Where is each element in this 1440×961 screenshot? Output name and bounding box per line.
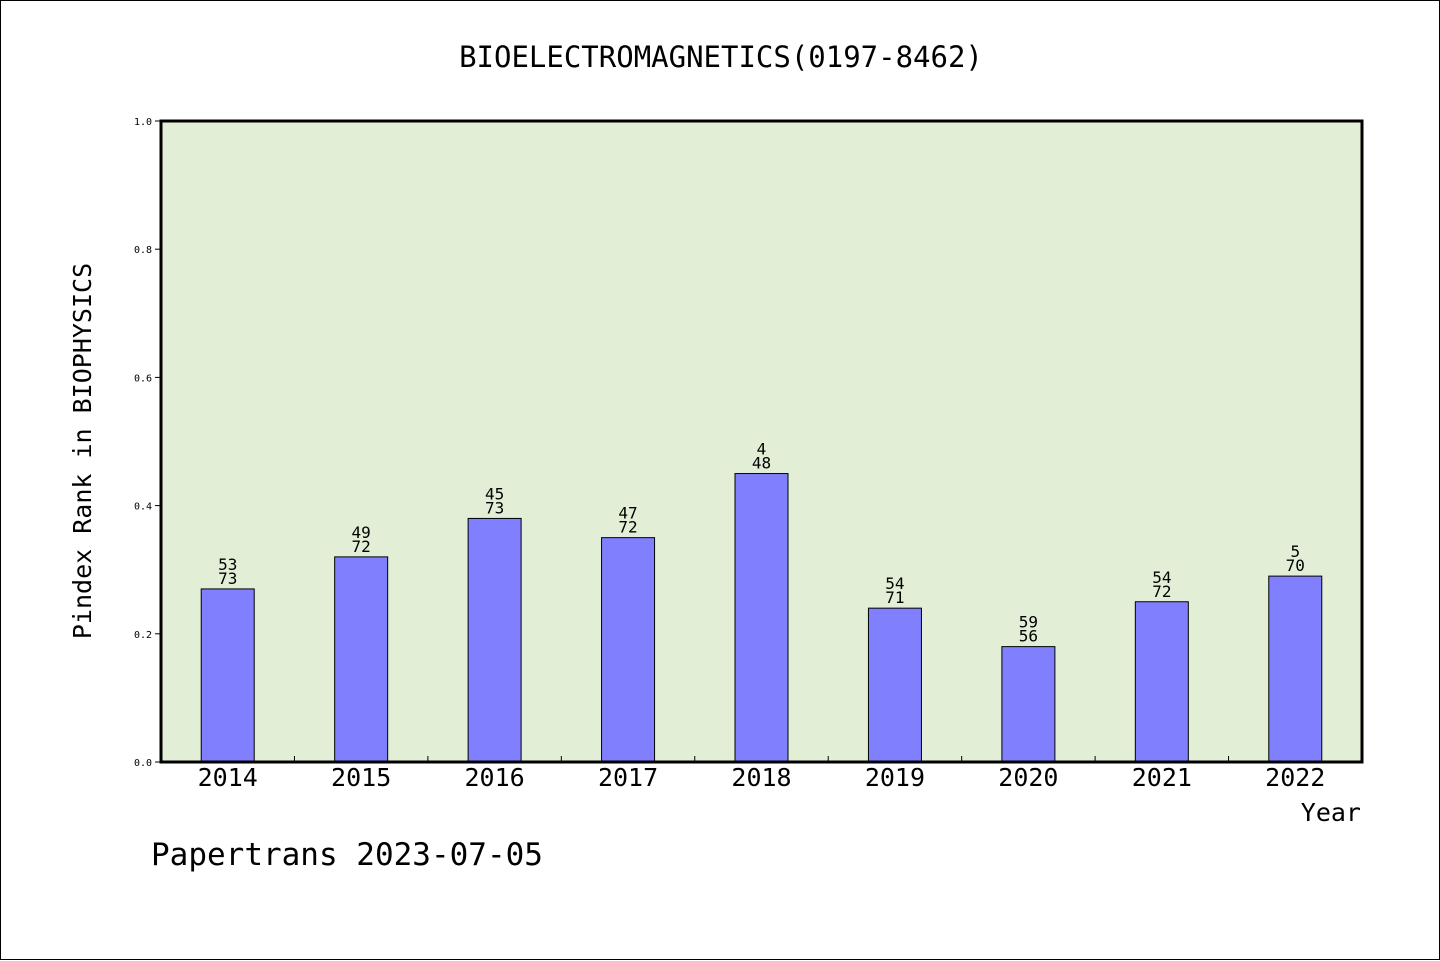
bar-label-top: 54 xyxy=(1152,568,1171,587)
x-tick-label: 2017 xyxy=(598,763,658,792)
y-axis-label: Pindex Rank in BIOPHYSICS xyxy=(68,263,97,639)
y-axis-ticks: 0.0 0.2 0.4 0.6 0.8 1.0 xyxy=(134,117,161,769)
bar xyxy=(1001,646,1056,763)
bar-label-bottom: 72 xyxy=(352,537,371,556)
bar-label-top: 53 xyxy=(218,555,237,574)
bar xyxy=(200,588,255,763)
bar-label-bottom: 56 xyxy=(1019,627,1038,646)
y-tick-label: 1.0 xyxy=(134,117,152,128)
bar-label-top: 5 xyxy=(1290,542,1300,561)
bars xyxy=(200,473,1323,763)
bar-label-bottom: 71 xyxy=(885,588,904,607)
plot-border xyxy=(159,119,1364,764)
x-tick-label: 2022 xyxy=(1265,763,1325,792)
x-tick-label: 2014 xyxy=(198,763,258,792)
bar-label-top: 45 xyxy=(485,484,504,503)
bar-label-bottom: 72 xyxy=(618,518,637,537)
x-tick-label: 2020 xyxy=(998,763,1058,792)
footer-watermark-text: Papertrans 2023-07-05 xyxy=(151,837,543,873)
bar xyxy=(1134,601,1189,763)
bar-label-bottom: 73 xyxy=(218,569,237,588)
chart-title: BIOELECTROMAGNETICS(0197-8462) xyxy=(459,40,983,74)
x-tick-label: 2018 xyxy=(731,763,791,792)
x-tick-label: 2016 xyxy=(465,763,525,792)
bar xyxy=(1268,575,1323,763)
bar-label-bottom: 73 xyxy=(485,498,504,517)
bar-label-bottom: 70 xyxy=(1286,556,1305,575)
bar xyxy=(334,556,389,763)
x-axis-label: Year xyxy=(1301,798,1361,827)
bar xyxy=(467,517,522,763)
y-tick-label: 0.8 xyxy=(134,245,152,256)
bar-label-top: 47 xyxy=(618,504,637,523)
x-tick-label: 2019 xyxy=(865,763,925,792)
x-tick-label: 2015 xyxy=(331,763,391,792)
bar-label-top: 54 xyxy=(885,574,904,593)
y-tick-label: 0.6 xyxy=(134,373,152,384)
y-tick-label: 0.4 xyxy=(134,502,152,513)
bar xyxy=(867,607,922,763)
x-axis-ticks: 2014 2015 2016 2017 2018 2019 2020 2021 2022 xyxy=(198,756,1325,792)
x-tick-label: 2021 xyxy=(1132,763,1192,792)
bar-label-bottom: 72 xyxy=(1152,582,1171,601)
bar xyxy=(734,473,789,763)
y-tick-label: 0.0 xyxy=(134,758,152,769)
bar-label-top: 4 xyxy=(757,440,767,459)
bar-label-top: 59 xyxy=(1019,613,1038,632)
bar xyxy=(601,537,656,763)
y-tick-label: 0.2 xyxy=(134,630,152,641)
bar-label-top: 49 xyxy=(352,523,371,542)
bar-label-bottom: 48 xyxy=(752,454,771,473)
